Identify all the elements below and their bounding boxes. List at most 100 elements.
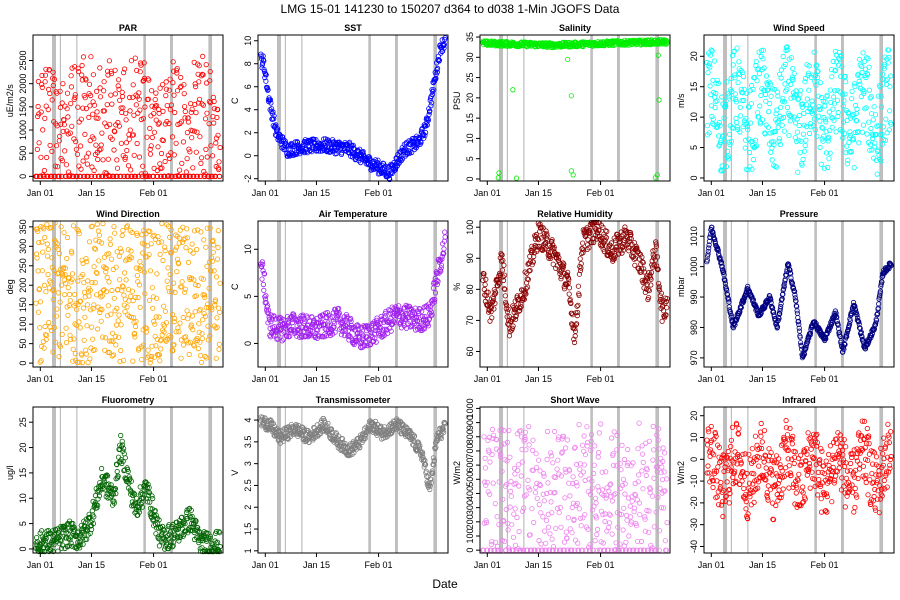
x-tick-label: Feb 01 <box>811 188 839 198</box>
data-point <box>800 101 806 107</box>
data-point <box>871 104 877 110</box>
data-point <box>90 111 96 117</box>
data-point <box>217 173 223 179</box>
data-point <box>817 118 823 124</box>
data-point <box>365 162 371 168</box>
data-point <box>63 162 70 168</box>
data-point <box>719 94 725 100</box>
data-point <box>105 303 111 309</box>
data-point <box>58 282 65 288</box>
data-point <box>108 92 114 98</box>
data-point <box>744 90 750 96</box>
data-point <box>63 280 69 286</box>
data-point <box>856 140 862 146</box>
data-point <box>481 286 487 293</box>
data-point <box>737 104 743 110</box>
y-tick-label: 15 <box>689 82 699 92</box>
x-tick-label: Jan 01 <box>474 374 501 384</box>
data-point <box>868 94 874 100</box>
data-point <box>35 228 41 234</box>
data-point <box>771 142 777 148</box>
data-point <box>704 123 710 129</box>
x-tick-label: Feb 01 <box>365 188 393 198</box>
data-point <box>162 308 168 314</box>
data-point <box>428 103 434 109</box>
data-point <box>158 150 165 157</box>
data-point <box>133 323 139 330</box>
data-point <box>844 117 850 124</box>
data-point <box>178 74 184 81</box>
data-point <box>122 308 128 315</box>
data-point <box>112 67 118 73</box>
data-point <box>100 287 106 293</box>
data-point <box>45 173 51 179</box>
data-point <box>188 101 194 107</box>
y-tick-label: 300 <box>18 239 28 254</box>
data-point <box>732 91 738 97</box>
data-point <box>118 432 124 439</box>
data-point <box>765 124 771 130</box>
y-axis-label: uE/m2/s <box>5 84 15 118</box>
data-point <box>36 140 42 146</box>
data-point <box>127 108 133 114</box>
data-point <box>103 265 109 271</box>
data-point <box>178 355 184 361</box>
y-axis-label: % <box>452 283 462 291</box>
data-point <box>840 135 846 141</box>
data-point <box>62 291 68 298</box>
data-point <box>158 346 164 352</box>
data-point <box>193 84 199 90</box>
data-point <box>114 305 120 311</box>
data-point <box>737 113 744 119</box>
data-point <box>62 271 68 278</box>
data-point <box>833 129 839 135</box>
data-point <box>130 94 136 100</box>
data-point <box>91 102 98 108</box>
data-point <box>721 138 727 144</box>
data-point <box>57 88 63 94</box>
data-point <box>86 81 93 87</box>
data-point <box>77 325 83 331</box>
data-point <box>722 104 728 110</box>
data-point <box>38 81 45 88</box>
panel-title: Wind Speed <box>773 23 824 33</box>
x-tick-label: Feb 01 <box>140 560 168 570</box>
data-point <box>825 138 831 144</box>
data-point <box>261 67 267 73</box>
data-point <box>865 55 871 62</box>
data-point <box>79 72 85 78</box>
y-tick-label: 990 <box>689 290 699 305</box>
data-point <box>798 138 804 144</box>
plot-frame <box>703 34 895 182</box>
data-point <box>784 104 791 111</box>
data-point <box>199 155 205 161</box>
data-point <box>144 134 150 140</box>
data-point <box>780 53 786 60</box>
data-point <box>118 347 124 354</box>
data-point <box>65 312 71 318</box>
data-point <box>723 164 730 170</box>
data-point <box>163 86 170 92</box>
y-tick-label: 6 <box>243 84 253 89</box>
data-point <box>215 107 221 113</box>
data-point <box>204 154 210 160</box>
data-point <box>163 79 169 85</box>
x-tick-label: Jan 15 <box>525 374 552 384</box>
y-axis-label: PSU <box>452 91 462 110</box>
data-point <box>728 138 735 144</box>
data-point <box>877 156 883 162</box>
data-points <box>33 220 223 366</box>
data-point <box>260 281 266 288</box>
data-point <box>96 173 102 179</box>
data-point <box>161 303 167 309</box>
data-point <box>91 302 97 308</box>
data-point <box>779 98 786 104</box>
data-point <box>47 142 53 148</box>
data-point <box>118 322 124 328</box>
data-point <box>704 59 710 66</box>
data-point <box>814 69 820 75</box>
data-point <box>69 276 75 282</box>
data-point <box>59 270 65 276</box>
